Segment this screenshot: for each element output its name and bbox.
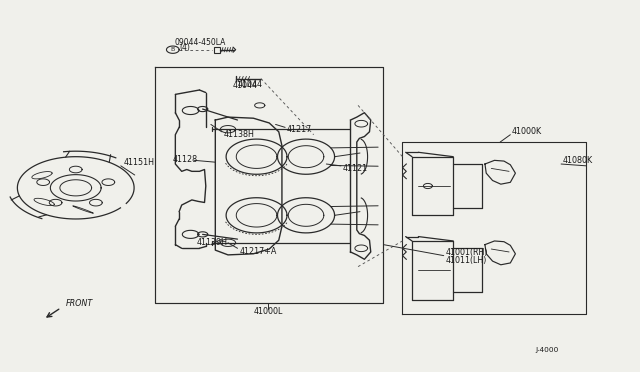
Text: 41044: 41044 xyxy=(232,81,257,90)
Text: 41151H: 41151H xyxy=(124,158,154,167)
Text: 41217: 41217 xyxy=(287,125,312,134)
Text: 41001(RH): 41001(RH) xyxy=(445,248,488,257)
Text: 41121: 41121 xyxy=(343,164,368,173)
Text: 09044-450LA: 09044-450LA xyxy=(174,38,225,47)
Text: 41138H: 41138H xyxy=(223,130,255,139)
Text: B: B xyxy=(171,47,175,52)
Text: 41000L: 41000L xyxy=(253,307,283,316)
Text: 41080K: 41080K xyxy=(563,156,593,165)
Text: 41000K: 41000K xyxy=(511,127,541,136)
Text: 41139H: 41139H xyxy=(196,238,227,247)
Text: 41044: 41044 xyxy=(237,80,262,89)
Text: 41217+A: 41217+A xyxy=(239,247,277,256)
Text: 41011(LH): 41011(LH) xyxy=(445,256,487,264)
Text: J-4000: J-4000 xyxy=(536,347,559,353)
Text: FRONT: FRONT xyxy=(66,299,93,308)
Text: (4): (4) xyxy=(179,44,190,52)
Text: 41128: 41128 xyxy=(173,155,198,164)
